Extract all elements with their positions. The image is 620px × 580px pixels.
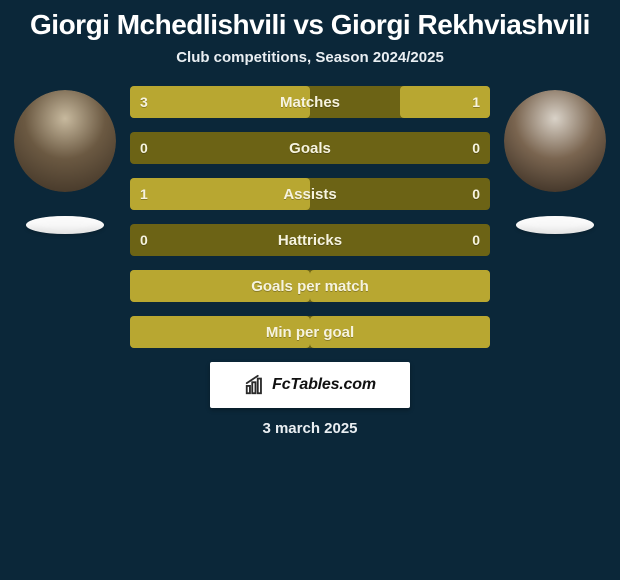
flag-right [516, 216, 594, 234]
comparison-body: Matches31Goals00Assists10Hattricks00Goal… [0, 86, 620, 348]
stat-row: Goals per match [130, 270, 490, 302]
subtitle: Club competitions, Season 2024/2025 [0, 49, 620, 66]
stat-value-left: 0 [140, 224, 148, 256]
stat-label: Goals per match [130, 270, 490, 302]
stat-row: Assists1 0 [130, 178, 490, 210]
stat-value-left: 0 [140, 132, 148, 164]
stat-value-right: 0 [472, 178, 480, 210]
stat-value-right: 1 [472, 86, 480, 118]
brand-text: FcTables.com [272, 376, 376, 394]
brand-icon [244, 374, 266, 396]
stat-row: Matches3 1 [130, 86, 490, 118]
stat-label: Min per goal [130, 316, 490, 348]
stat-row: Min per goal [130, 316, 490, 348]
avatar-left [14, 90, 116, 192]
stat-label: Goals [130, 132, 490, 164]
player-right-column [500, 86, 610, 234]
stat-label: Matches [130, 86, 490, 118]
stat-label: Assists [130, 178, 490, 210]
stat-row: Goals0 0 [130, 132, 490, 164]
brand-badge[interactable]: FcTables.com [210, 362, 410, 408]
stat-row: Hattricks0 0 [130, 224, 490, 256]
page-title: Giorgi Mchedlishvili vs Giorgi Rekhviash… [0, 0, 620, 43]
date-stamp: 3 march 2025 [0, 420, 620, 437]
avatar-left-image [14, 90, 116, 192]
comparison-card: Giorgi Mchedlishvili vs Giorgi Rekhviash… [0, 0, 620, 580]
stat-bars: Matches31Goals00Assists10Hattricks00Goal… [120, 86, 500, 348]
player-left-column [10, 86, 120, 234]
stat-value-right: 0 [472, 224, 480, 256]
stat-value-left: 1 [140, 178, 148, 210]
avatar-right [504, 90, 606, 192]
stat-value-left: 3 [140, 86, 148, 118]
stat-label: Hattricks [130, 224, 490, 256]
stat-value-right: 0 [472, 132, 480, 164]
flag-left [26, 216, 104, 234]
avatar-right-image [504, 90, 606, 192]
